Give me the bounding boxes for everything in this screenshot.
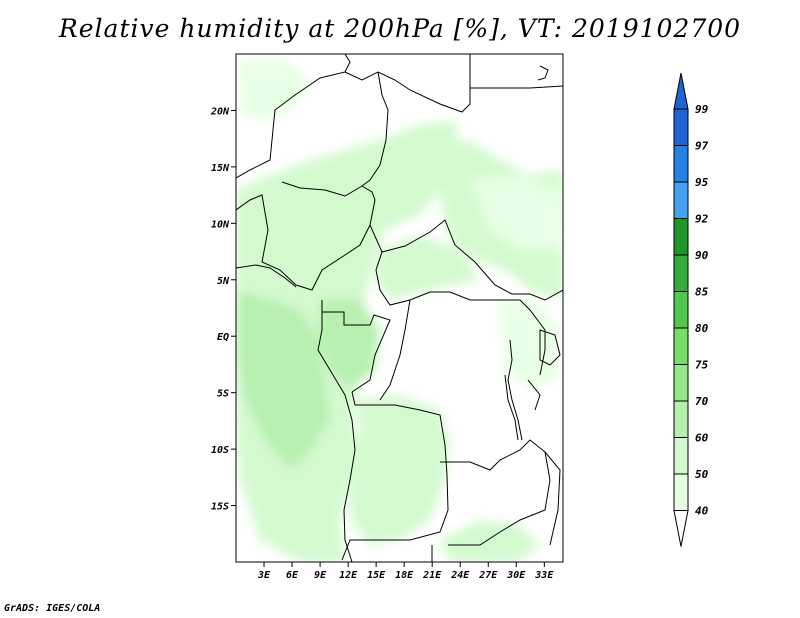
lat-label: EQ (217, 332, 229, 343)
lon-label: 24E (450, 570, 470, 581)
lat-label: 5N (217, 276, 230, 287)
colorbar-segment (673, 364, 689, 402)
colorbar-segment (673, 400, 689, 438)
boundary-line (317, 300, 356, 562)
lon-label: 21E (422, 570, 442, 581)
lat-label: 15N (211, 163, 230, 174)
colorbar-segment (673, 291, 689, 329)
humidity-region-south (350, 395, 450, 545)
colorbar-label: 80 (695, 322, 709, 335)
colorbar-lower-triangle (673, 510, 689, 547)
colorbar-legend: 40 50 60 70 75 80 85 90 92 95 97 99 (673, 72, 709, 547)
colorbar-label: 60 (695, 432, 709, 445)
lake-outline (527, 379, 541, 411)
colorbar-segment (673, 218, 689, 256)
boundary-line (470, 85, 563, 89)
lon-label: 6E (286, 570, 299, 581)
lat-label: 10S (211, 445, 229, 456)
lat-label: 10N (211, 219, 230, 230)
humidity-region-sahel (470, 175, 563, 250)
humidity-shading (236, 60, 563, 562)
lon-label: 12E (339, 570, 358, 581)
colorbar-label: 50 (695, 468, 709, 481)
boundary-line (236, 194, 371, 291)
boundary-line (361, 71, 389, 187)
lon-label: 27E (478, 570, 498, 581)
lat-label: 5S (217, 389, 229, 400)
colorbar-label: 75 (695, 359, 709, 372)
colorbar-label: 85 (695, 286, 709, 299)
map-frame (235, 53, 564, 563)
colorbar-segment (673, 181, 689, 219)
colorbar-label: 95 (695, 176, 709, 189)
boundary-line (344, 54, 471, 113)
colorbar-segment (673, 145, 689, 183)
map-title: Relative humidity at 200hPa [%], VT: 201… (58, 14, 742, 43)
humidity-region-central (375, 235, 480, 300)
boundary-line (504, 374, 519, 441)
lon-label: 30E (506, 570, 526, 581)
lat-label: 15S (211, 502, 229, 513)
colorbar-label: 40 (695, 505, 709, 518)
boundary-line (361, 185, 563, 301)
colorbar-segment (673, 254, 689, 292)
lon-label: 15E (367, 570, 386, 581)
boundary-line (322, 311, 391, 393)
lake-outline (507, 339, 523, 441)
lon-label: 18E (395, 570, 414, 581)
boundary-line (449, 291, 546, 376)
humidity-region-southeast (440, 520, 540, 562)
boundary-line (544, 451, 561, 546)
colorbar-segment (673, 327, 689, 365)
humidity-region-coast (236, 290, 330, 470)
country-boundaries (236, 54, 563, 562)
lake-outline (539, 329, 561, 366)
colorbar-label: 92 (695, 213, 709, 226)
colorbar-upper-triangle (673, 72, 689, 110)
lat-label: 20N (210, 106, 230, 117)
colorbar-segment (673, 437, 689, 475)
humidity-region-lakes (500, 300, 560, 390)
boundary-line (281, 181, 363, 197)
colorbar-segment (673, 108, 689, 146)
lon-label: 9E (314, 570, 327, 581)
longitude-axis: 3E 6E 9E 12E 15E 18E 21E 24E 27E 30E 33E (257, 562, 554, 581)
lon-label: 3E (257, 570, 271, 581)
boundary-line (537, 65, 549, 81)
colorbar-segment (673, 473, 689, 511)
colorbar-label: 97 (695, 140, 709, 153)
boundary-line (375, 251, 450, 306)
boundary-line (236, 54, 351, 179)
humidity-region-northcentral (260, 190, 365, 260)
colorbar-label: 90 (695, 249, 709, 262)
colorbar-label: 70 (695, 395, 709, 408)
humidity-region-congo (320, 300, 380, 390)
boundary-line (341, 391, 449, 561)
humidity-region-nw (240, 60, 310, 120)
latitude-axis: 20N 15N 10N 5N EQ 5S 10S 15S (210, 106, 236, 513)
lon-label: 33E (534, 570, 554, 581)
colorbar-label: 99 (695, 103, 709, 116)
boundary-line (379, 299, 411, 401)
grads-credit: GrADS: IGES/COLA (4, 603, 101, 614)
boundary-line (236, 264, 297, 288)
